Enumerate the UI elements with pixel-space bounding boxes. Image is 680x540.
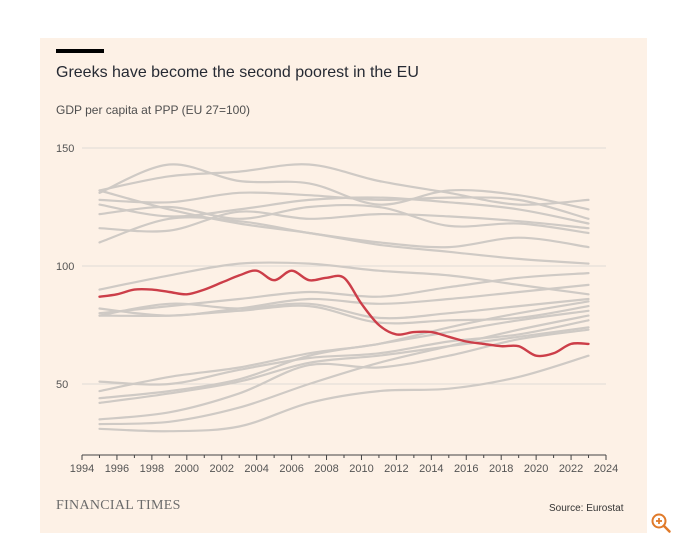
x-tick-label: 2000: [175, 463, 199, 475]
x-tick-label: 1998: [140, 463, 164, 475]
series-line-9: [98, 261, 590, 296]
x-tick-label: 2012: [384, 463, 408, 475]
x-tick-label: 1994: [70, 463, 94, 475]
series-line-13: [98, 304, 590, 325]
series-line-18: [98, 328, 590, 421]
zoom-in-icon[interactable]: [650, 512, 672, 534]
x-tick-label: 2024: [594, 463, 618, 475]
title-accent-bar: [56, 49, 104, 53]
series-line-8: [98, 189, 590, 265]
x-tick-label: 2010: [349, 463, 373, 475]
series-line-20: [98, 354, 590, 433]
series-line-17: [98, 326, 590, 404]
series-line-6: [98, 210, 590, 233]
grid-lines: 50 100 150: [56, 143, 606, 391]
series-line-16: [98, 319, 590, 386]
x-tick-label: 2020: [524, 463, 548, 475]
series-line-10: [98, 272, 590, 315]
series-line-19: [98, 314, 590, 426]
x-tick-label: 2022: [559, 463, 583, 475]
x-tick-label: 2014: [419, 463, 443, 475]
series-line-12: [98, 297, 590, 320]
y-tick-label: 100: [56, 261, 74, 273]
x-tick-label: 2006: [279, 463, 303, 475]
x-tick-label: 1996: [105, 463, 129, 475]
series-line-5: [98, 203, 590, 235]
highlight-line-greece: [98, 269, 590, 358]
highlight-line-group: [98, 269, 590, 358]
y-tick-label: 50: [56, 379, 68, 391]
series-line-1: [98, 163, 590, 206]
series-line-4: [98, 196, 590, 225]
chart-subtitle: GDP per capita at PPP (EU 27=100): [56, 103, 250, 117]
y-tick-label: 150: [56, 143, 74, 155]
x-tick-label: 2002: [209, 463, 233, 475]
axes: 1994 1996 1998 2000 2002 2004 2006 2008 2010 2012…: [70, 454, 618, 475]
series-lines: [98, 163, 590, 433]
x-tick-label: 2016: [454, 463, 478, 475]
x-tick-label: 2018: [489, 463, 513, 475]
chart-title: Greeks have become the second poorest in…: [56, 64, 419, 81]
source-note: Source: Eurostat: [549, 503, 624, 514]
series-line-2: [98, 163, 590, 211]
x-tick-label: 2008: [314, 463, 338, 475]
chart-card: [40, 38, 647, 533]
x-tick-label: 2004: [244, 463, 268, 475]
series-line-15: [98, 309, 590, 400]
publisher-logo: FINANCIAL TIMES: [56, 498, 181, 513]
